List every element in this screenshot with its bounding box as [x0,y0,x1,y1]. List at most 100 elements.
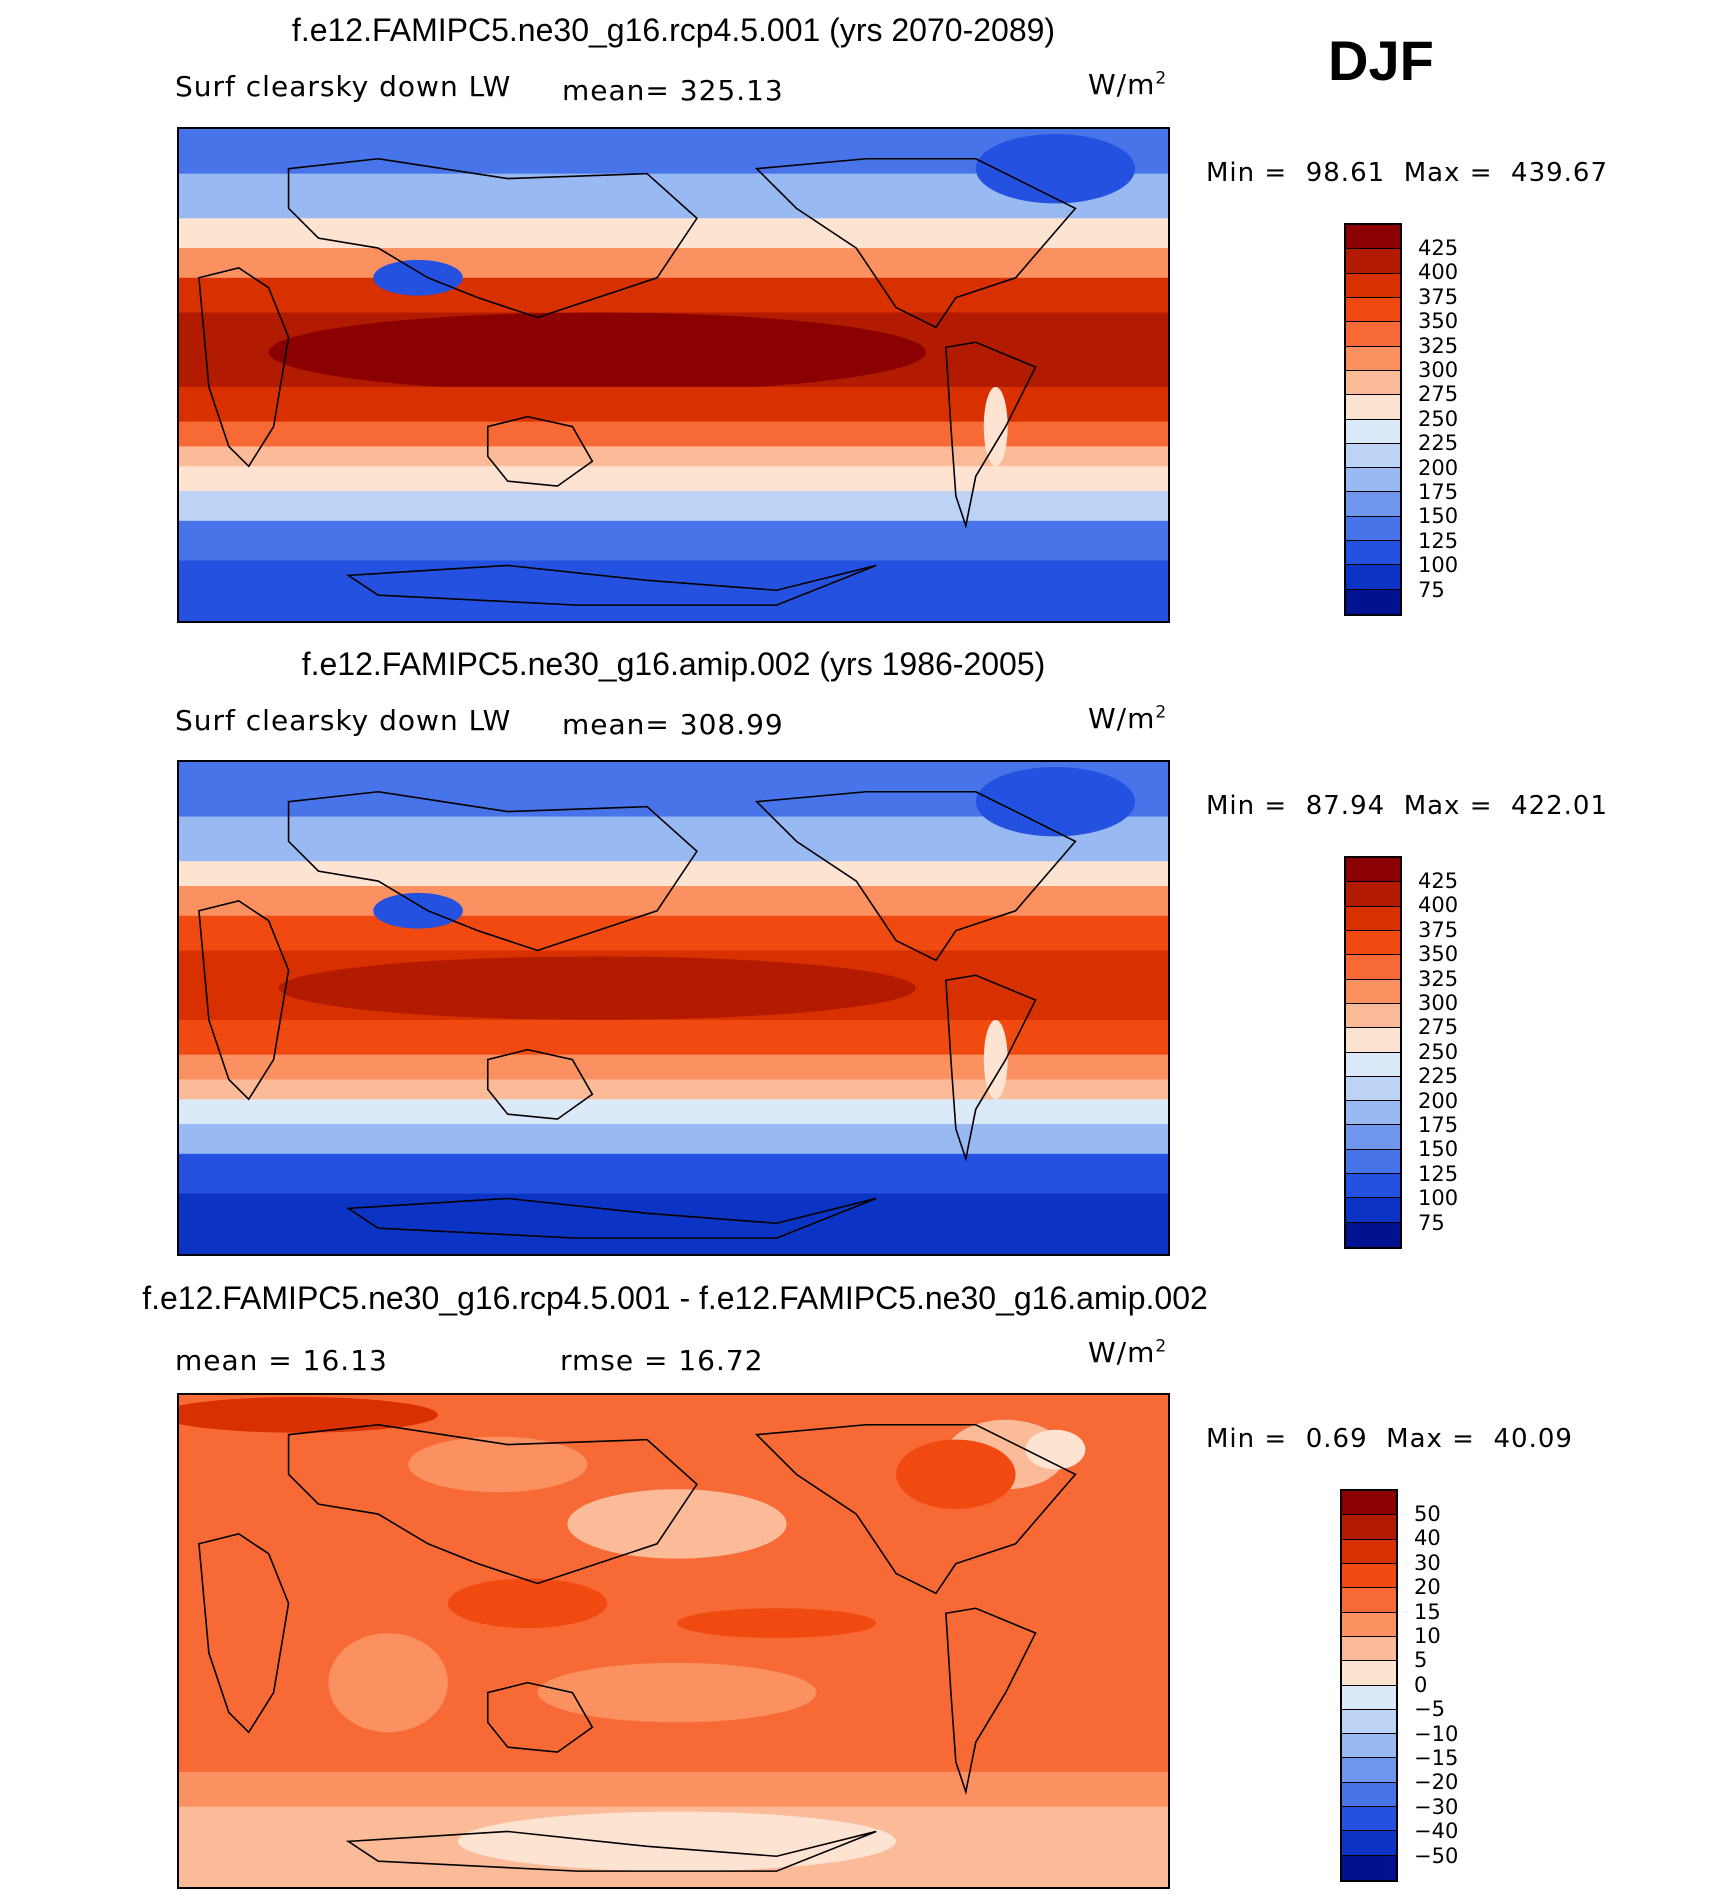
colorbar-segment [1346,322,1400,347]
colorbar-tick-label: 75 [1418,1210,1445,1235]
panel-2-mean: mean= 308.99 [562,708,784,741]
colorbar-segment [1346,297,1400,323]
colorbar-segment [1346,541,1400,566]
panel-1-title: f.e12.FAMIPC5.ne30_g16.rcp4.5.001 (yrs 2… [291,12,1056,48]
colorbar-tick-label: −30 [1414,1794,1459,1819]
colorbar-segment [1346,1076,1400,1102]
colorbar-tick-label: 30 [1414,1550,1441,1575]
colorbar-tick-label: 20 [1414,1575,1441,1600]
panel-3-mean: mean = 16.13 [175,1344,388,1377]
colorbar-segment [1342,1807,1396,1832]
panel-1-colorbar [1344,223,1402,616]
colorbar-segment [1346,249,1400,274]
colorbar-segment [1342,1758,1396,1783]
colorbar-segment [1346,979,1400,1004]
colorbar-segment [1342,1515,1396,1540]
colorbar-tick-label: 15 [1414,1599,1441,1624]
colorbar-segment [1342,1831,1396,1856]
colorbar-tick-label: −15 [1414,1746,1459,1771]
panel-3-field [179,1395,1168,1887]
colorbar-tick-label: 275 [1418,382,1459,407]
colorbar-segment [1342,1709,1396,1735]
colorbar-tick-label: −5 [1414,1697,1445,1722]
panel-1-colorbar-labels: 425 400 375 350 325 300 275 250 225 200 175 150 125 1… [1418,236,1458,602]
colorbar-tick-label: −20 [1414,1770,1459,1795]
colorbar-tick-label: 225 [1418,431,1459,456]
colorbar-segment [1346,468,1400,493]
colorbar-tick-label: 200 [1418,1088,1459,1113]
colorbar-segment [1346,1149,1400,1175]
colorbar-tick-label: 275 [1418,1015,1459,1040]
colorbar-tick-label: 425 [1418,236,1459,260]
colorbar-segment [1346,346,1400,371]
panel-3-map [177,1393,1170,1889]
panel-1-minmax: Min = 98.61 Max = 439.67 [1206,158,1609,188]
colorbar-segment [1346,858,1400,883]
panel-2-title: f.e12.FAMIPC5.ne30_g16.amip.002 (yrs 198… [301,646,1046,682]
panel-2-map [177,760,1170,1256]
colorbar-segment [1346,1222,1400,1247]
colorbar-tick-label: 75 [1418,577,1445,602]
colorbar-segment [1346,273,1400,298]
colorbar-tick-label: 400 [1418,260,1459,285]
colorbar-segment [1342,1612,1396,1637]
panel-1-field [179,129,1168,621]
season-label: DJF [1328,29,1434,92]
colorbar-tick-label: 50 [1414,1502,1441,1526]
colorbar-segment [1346,882,1400,907]
panel-3-rmse: rmse = 16.72 [560,1344,764,1377]
colorbar-segment [1346,955,1400,980]
colorbar-segment [1346,225,1400,250]
colorbar-tick-label: 425 [1418,869,1459,893]
panel-1-map [177,127,1170,623]
colorbar-segment [1346,370,1400,396]
colorbar-segment [1342,1685,1396,1710]
colorbar-tick-label: 150 [1418,504,1459,529]
panel-3-title: f.e12.FAMIPC5.ne30_g16.rcp4.5.001 - f.e1… [142,1280,1208,1316]
colorbar-tick-label: 375 [1418,284,1459,309]
colorbar-tick-label: 375 [1418,917,1459,942]
colorbar-tick-label: 5 [1414,1648,1428,1673]
panel-2-units: W/m2 [1088,702,1168,735]
colorbar-tick-label: 0 [1414,1672,1428,1697]
colorbar-segment [1342,1491,1396,1516]
colorbar-segment [1346,1125,1400,1150]
colorbar-segment [1346,1174,1400,1199]
colorbar-segment [1346,930,1400,956]
colorbar-tick-label: −50 [1414,1843,1459,1868]
colorbar-segment [1342,1563,1396,1589]
colorbar-tick-label: 300 [1418,991,1459,1016]
colorbar-segment [1346,1028,1400,1053]
panel-2-colorbar [1344,856,1402,1249]
panel-1-mean: mean= 325.13 [562,74,784,107]
colorbar-tick-label: −10 [1414,1721,1459,1746]
colorbar-segment [1346,395,1400,420]
colorbar-segment [1342,1539,1396,1564]
colorbar-tick-label: 250 [1418,406,1459,431]
panel-2-variable: Surf clearsky down LW [175,704,512,737]
colorbar-tick-label: 40 [1414,1526,1441,1551]
colorbar-tick-label: 325 [1418,333,1459,358]
colorbar-segment [1346,565,1400,590]
colorbar-segment [1342,1661,1396,1686]
colorbar-segment [1346,1052,1400,1077]
colorbar-tick-label: 175 [1418,1113,1459,1138]
colorbar-tick-label: 125 [1418,1161,1459,1186]
panel-2-minmax: Min = 87.94 Max = 422.01 [1206,791,1609,821]
colorbar-tick-label: 100 [1418,1186,1459,1211]
colorbar-tick-label: 150 [1418,1137,1459,1162]
panel-3-colorbar-labels: 50 40 30 20 15 10 5 0 −5 −10 −15 −20 −30 −40 −50 [1414,1502,1458,1868]
panel-1-units: W/m2 [1088,68,1168,101]
colorbar-tick-label: 125 [1418,528,1459,553]
colorbar-segment [1346,492,1400,517]
colorbar-segment [1346,1198,1400,1223]
colorbar-tick-label: −40 [1414,1819,1459,1844]
colorbar-tick-label: 100 [1418,553,1459,578]
colorbar-segment [1346,443,1400,469]
colorbar-segment [1346,419,1400,444]
panel-2-field [179,762,1168,1254]
panel-2-colorbar-labels: 425 400 375 350 325 300 275 250 225 200 175 150 125 1… [1418,869,1458,1235]
colorbar-tick-label: 350 [1418,942,1459,967]
colorbar-segment [1346,1003,1400,1029]
panel-3-minmax: Min = 0.69 Max = 40.09 [1206,1424,1573,1454]
